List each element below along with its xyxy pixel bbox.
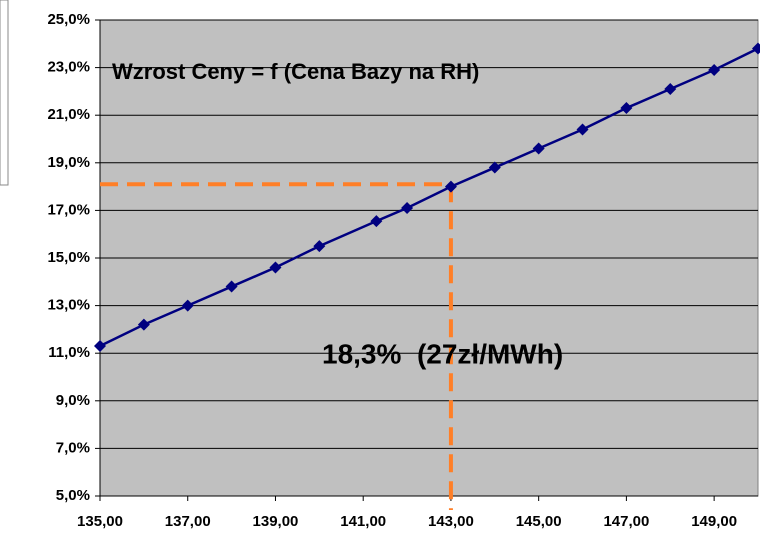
series-line: [99, 47, 759, 348]
y-tick-label: 7,0%: [56, 439, 90, 456]
x-tick-label: 139,00: [253, 513, 299, 530]
data-point: [576, 123, 589, 136]
data-point: [401, 202, 414, 215]
y-tick-label: 19,0%: [47, 154, 90, 171]
y-tick-label: 11,0%: [48, 344, 90, 361]
x-tick-label: 141,00: [340, 513, 386, 530]
y-tick-label: 17,0%: [47, 201, 90, 218]
data-point: [752, 42, 760, 55]
x-tick-label: 137,00: [165, 513, 211, 530]
y-tick-label: 9,0%: [56, 392, 90, 409]
data-point: [708, 63, 721, 76]
x-tick-label: 149,00: [691, 513, 737, 530]
annotation: 18,3% (27zł/MWh): [322, 338, 563, 369]
x-tick-label: 147,00: [603, 513, 649, 530]
y-tick-label: 5,0%: [56, 487, 90, 504]
left-edge: [0, 0, 9, 186]
x-tick-label: 135,00: [77, 513, 123, 530]
data-point: [620, 102, 633, 115]
data-point: [181, 299, 194, 312]
data-point: [137, 318, 150, 331]
x-tick-label: 143,00: [428, 513, 474, 530]
data-point: [444, 180, 457, 193]
y-tick-label: 13,0%: [47, 297, 90, 314]
data-point: [488, 161, 501, 174]
data-point: [313, 240, 326, 253]
data-point: [225, 280, 238, 293]
y-tick-label: 21,0%: [47, 106, 90, 123]
x-tick-label: 145,00: [516, 513, 562, 530]
data-point: [664, 83, 677, 96]
data-point: [94, 340, 106, 353]
data-point: [370, 215, 383, 228]
y-tick-label: 25,0%: [47, 11, 90, 28]
y-tick-label: 15,0%: [47, 249, 90, 266]
chart-title: Wzrost Ceny = f (Cena Bazy na RH): [112, 59, 479, 84]
data-point: [269, 261, 282, 274]
y-tick-label: 23,0%: [47, 59, 90, 76]
data-point: [532, 142, 545, 155]
